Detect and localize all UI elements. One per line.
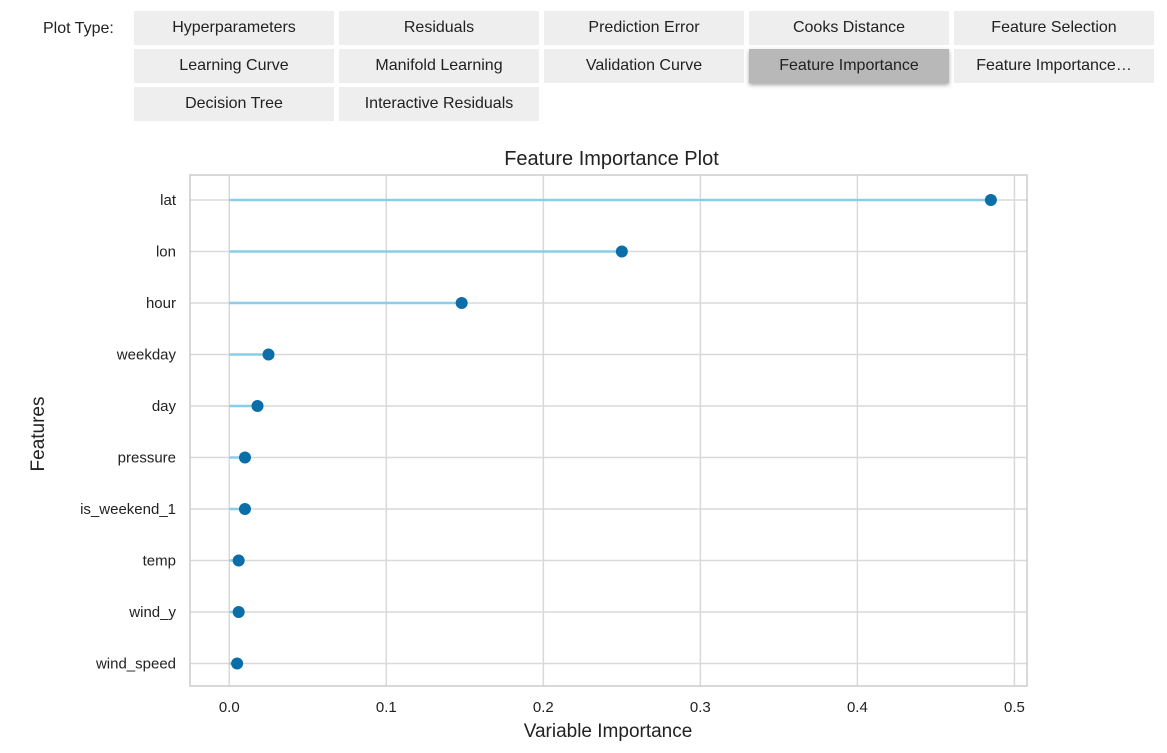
plot-type-buttons: Hyperparameters Residuals Prediction Error…	[134, 11, 1154, 121]
x-tick-label: 0.0	[219, 699, 240, 716]
plot-type-button-interactive-residuals[interactable]: Interactive Residuals	[339, 87, 539, 121]
plot-type-button-feature-selection[interactable]: Feature Selection	[954, 11, 1154, 45]
lollipop-marker	[231, 657, 244, 670]
plot-type-button-learning-curve[interactable]: Learning Curve	[134, 49, 334, 83]
lollipop-marker	[984, 194, 997, 206]
plot-type-label: Plot Type:	[43, 20, 114, 37]
plot-type-button-feature-importance[interactable]: Feature Importance…	[954, 49, 1154, 83]
lollipop-marker	[251, 400, 264, 412]
x-tick-label: 0.3	[690, 699, 711, 716]
lollipop-marker	[232, 606, 245, 618]
y-tick-label: lon	[156, 244, 176, 261]
plot-area	[190, 175, 1027, 686]
y-tick-label: hour	[146, 295, 176, 312]
lollipop-marker	[238, 451, 251, 464]
y-axis-label: Features	[28, 397, 49, 472]
lollipop-marker	[262, 348, 275, 361]
lollipop-marker	[615, 245, 628, 258]
x-tick-label: 0.4	[847, 699, 868, 716]
y-tick-label: pressure	[118, 450, 176, 467]
lollipop-marker	[238, 503, 251, 515]
y-tick-label: weekday	[116, 347, 177, 364]
lollipop-marker	[232, 554, 245, 567]
y-tick-label: day	[152, 398, 177, 415]
y-tick-label: lat	[160, 192, 177, 209]
plot-type-button-feature-importance[interactable]: Feature Importance	[749, 49, 949, 83]
plot-type-button-manifold-learning[interactable]: Manifold Learning	[339, 49, 539, 83]
y-tick-label: wind_speed	[95, 656, 176, 673]
plot-type-button-prediction-error[interactable]: Prediction Error	[544, 11, 744, 45]
x-tick-label: 0.5	[1004, 699, 1025, 716]
plot-type-button-decision-tree[interactable]: Decision Tree	[134, 87, 334, 121]
y-tick-label: wind_y	[128, 604, 176, 621]
plot-frame	[189, 174, 1028, 687]
x-tick-label: 0.2	[533, 699, 554, 716]
plot-type-button-cooks-distance[interactable]: Cooks Distance	[749, 11, 949, 45]
plot-type-button-hyperparameters[interactable]: Hyperparameters	[134, 11, 334, 45]
y-tick-label: temp	[143, 553, 176, 570]
y-tick-label: is_weekend_1	[80, 501, 176, 518]
x-tick-label: 0.1	[376, 699, 397, 716]
plot-type-button-validation-curve[interactable]: Validation Curve	[544, 49, 744, 83]
lollipop-marker	[455, 297, 468, 309]
x-axis-label: Variable Importance	[524, 721, 693, 742]
plot-type-button-residuals[interactable]: Residuals	[339, 11, 539, 45]
chart-title: Feature Importance Plot	[504, 148, 719, 170]
